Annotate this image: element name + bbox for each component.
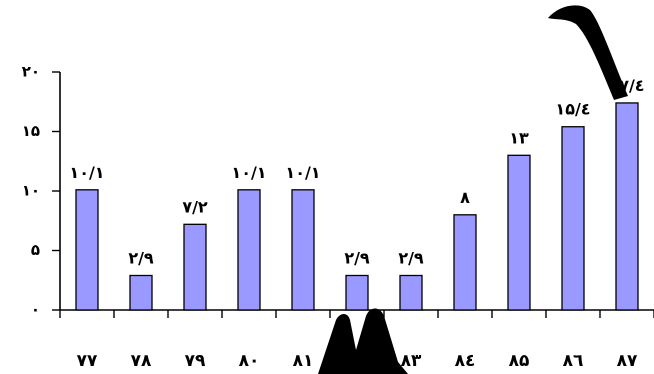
x-tick-label: ۸۲ (347, 351, 368, 371)
data-label: ۱۷/٤ (609, 76, 644, 95)
bar (345, 274, 369, 311)
data-label: ۸ (460, 188, 470, 207)
x-tick-label: ۸٦ (563, 351, 584, 371)
x-tick-label: ۸٤ (455, 351, 476, 371)
x-tick-label: ۸۳ (401, 351, 422, 371)
watermark-stroke-top (548, 5, 628, 100)
bar (507, 154, 531, 311)
x-axis-ticks: ۷۷ ۷۸ ۷۹ ۸۰ ۸۱ ۸۲ ۸۳ ۸٤ ۸۵ ۸٦ ۸۷ (59, 310, 654, 371)
x-tick-label: ۷۷ (77, 351, 98, 371)
data-label: ۱۵/٤ (555, 100, 590, 119)
bar (291, 189, 315, 311)
x-tick-label: ۷۹ (185, 351, 206, 371)
data-label: ۲/۹ (128, 248, 154, 267)
x-tick-label: ۷۸ (131, 351, 152, 371)
bar (183, 223, 207, 311)
y-tick-label: ۲۰ (22, 63, 40, 81)
x-tick-label: ۸۵ (509, 351, 530, 371)
bar (561, 126, 585, 311)
data-label: ۲/۹ (344, 248, 370, 267)
bar (615, 102, 639, 311)
x-tick-label: ۸۷ (617, 351, 638, 371)
bars-group (75, 102, 639, 311)
data-label: ۱۰/۱ (69, 163, 104, 182)
y-tick-label: ۰ (31, 301, 40, 319)
x-tick-label: ۸۰ (239, 351, 260, 371)
bar (237, 189, 261, 311)
data-label: ۱۳ (509, 128, 529, 147)
data-labels-group: ۱۰/۱ ۲/۹ ۷/۲ ۱۰/۱ ۱۰/۱ ۲/۹ ۲/۹ ۸ ۱۳ ۱۵/٤ ۱۷/٤ (69, 76, 644, 268)
bar (399, 274, 423, 311)
background-decoration (318, 5, 628, 374)
y-tick-label: ۱۵ (22, 122, 40, 140)
bar (453, 214, 477, 311)
bar (75, 189, 99, 311)
watermark-stroke-bottom (318, 308, 408, 374)
y-tick-label: ۵ (31, 241, 40, 259)
data-label: ۱۰/۱ (285, 163, 320, 182)
bar (129, 274, 153, 311)
data-label: ۱۰/۱ (231, 163, 266, 182)
data-label: ۷/۲ (182, 197, 208, 216)
data-label: ۲/۹ (398, 248, 424, 267)
y-axis-ticks: ۰ ۵ ۱۰ ۱۵ ۲۰ (22, 63, 60, 319)
x-tick-label: ۸۱ (293, 351, 314, 371)
y-tick-label: ۱۰ (22, 182, 40, 200)
